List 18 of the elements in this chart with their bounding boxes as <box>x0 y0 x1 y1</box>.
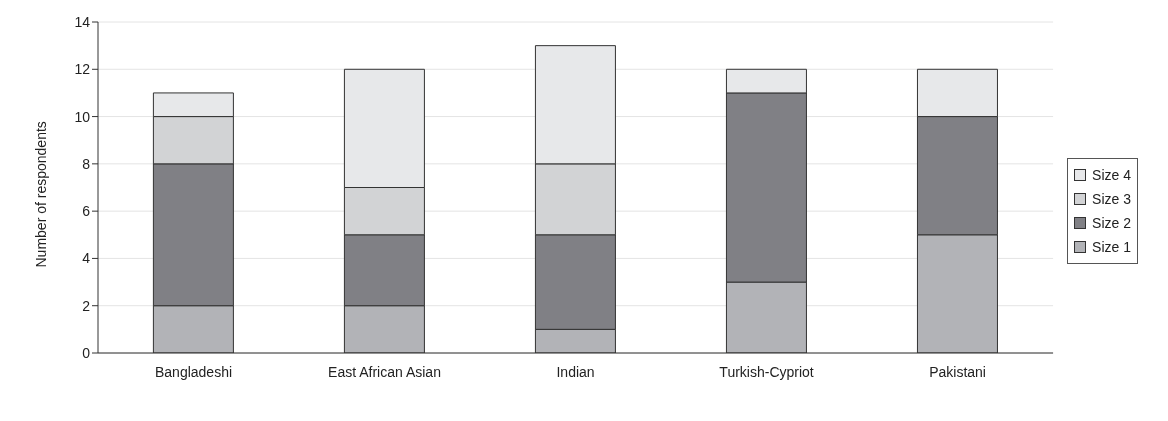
y-tick-label: 12 <box>74 61 91 78</box>
x-tick-label: East African Asian <box>328 363 441 380</box>
y-tick-label: 2 <box>82 297 91 314</box>
y-axis-title: Number of respondents <box>32 121 49 268</box>
x-tick-label: Turkish-Cypriot <box>719 363 814 380</box>
y-tick-label: 8 <box>82 155 91 172</box>
legend-label: Size 1 <box>1092 237 1131 257</box>
x-tick-label: Bangladeshi <box>154 363 233 380</box>
legend-label: Size 4 <box>1092 165 1131 185</box>
y-tick-label: 4 <box>82 250 91 267</box>
legend-label: Size 2 <box>1092 213 1131 233</box>
y-tick-label: 0 <box>82 344 91 361</box>
legend-label: Size 3 <box>1092 189 1131 209</box>
x-tick-label: Pakistani <box>929 363 986 380</box>
x-tick-label: Indian <box>556 363 595 380</box>
y-tick-label: 14 <box>74 13 91 30</box>
y-tick-label: 6 <box>82 203 91 220</box>
y-tick-label: 10 <box>74 108 91 125</box>
